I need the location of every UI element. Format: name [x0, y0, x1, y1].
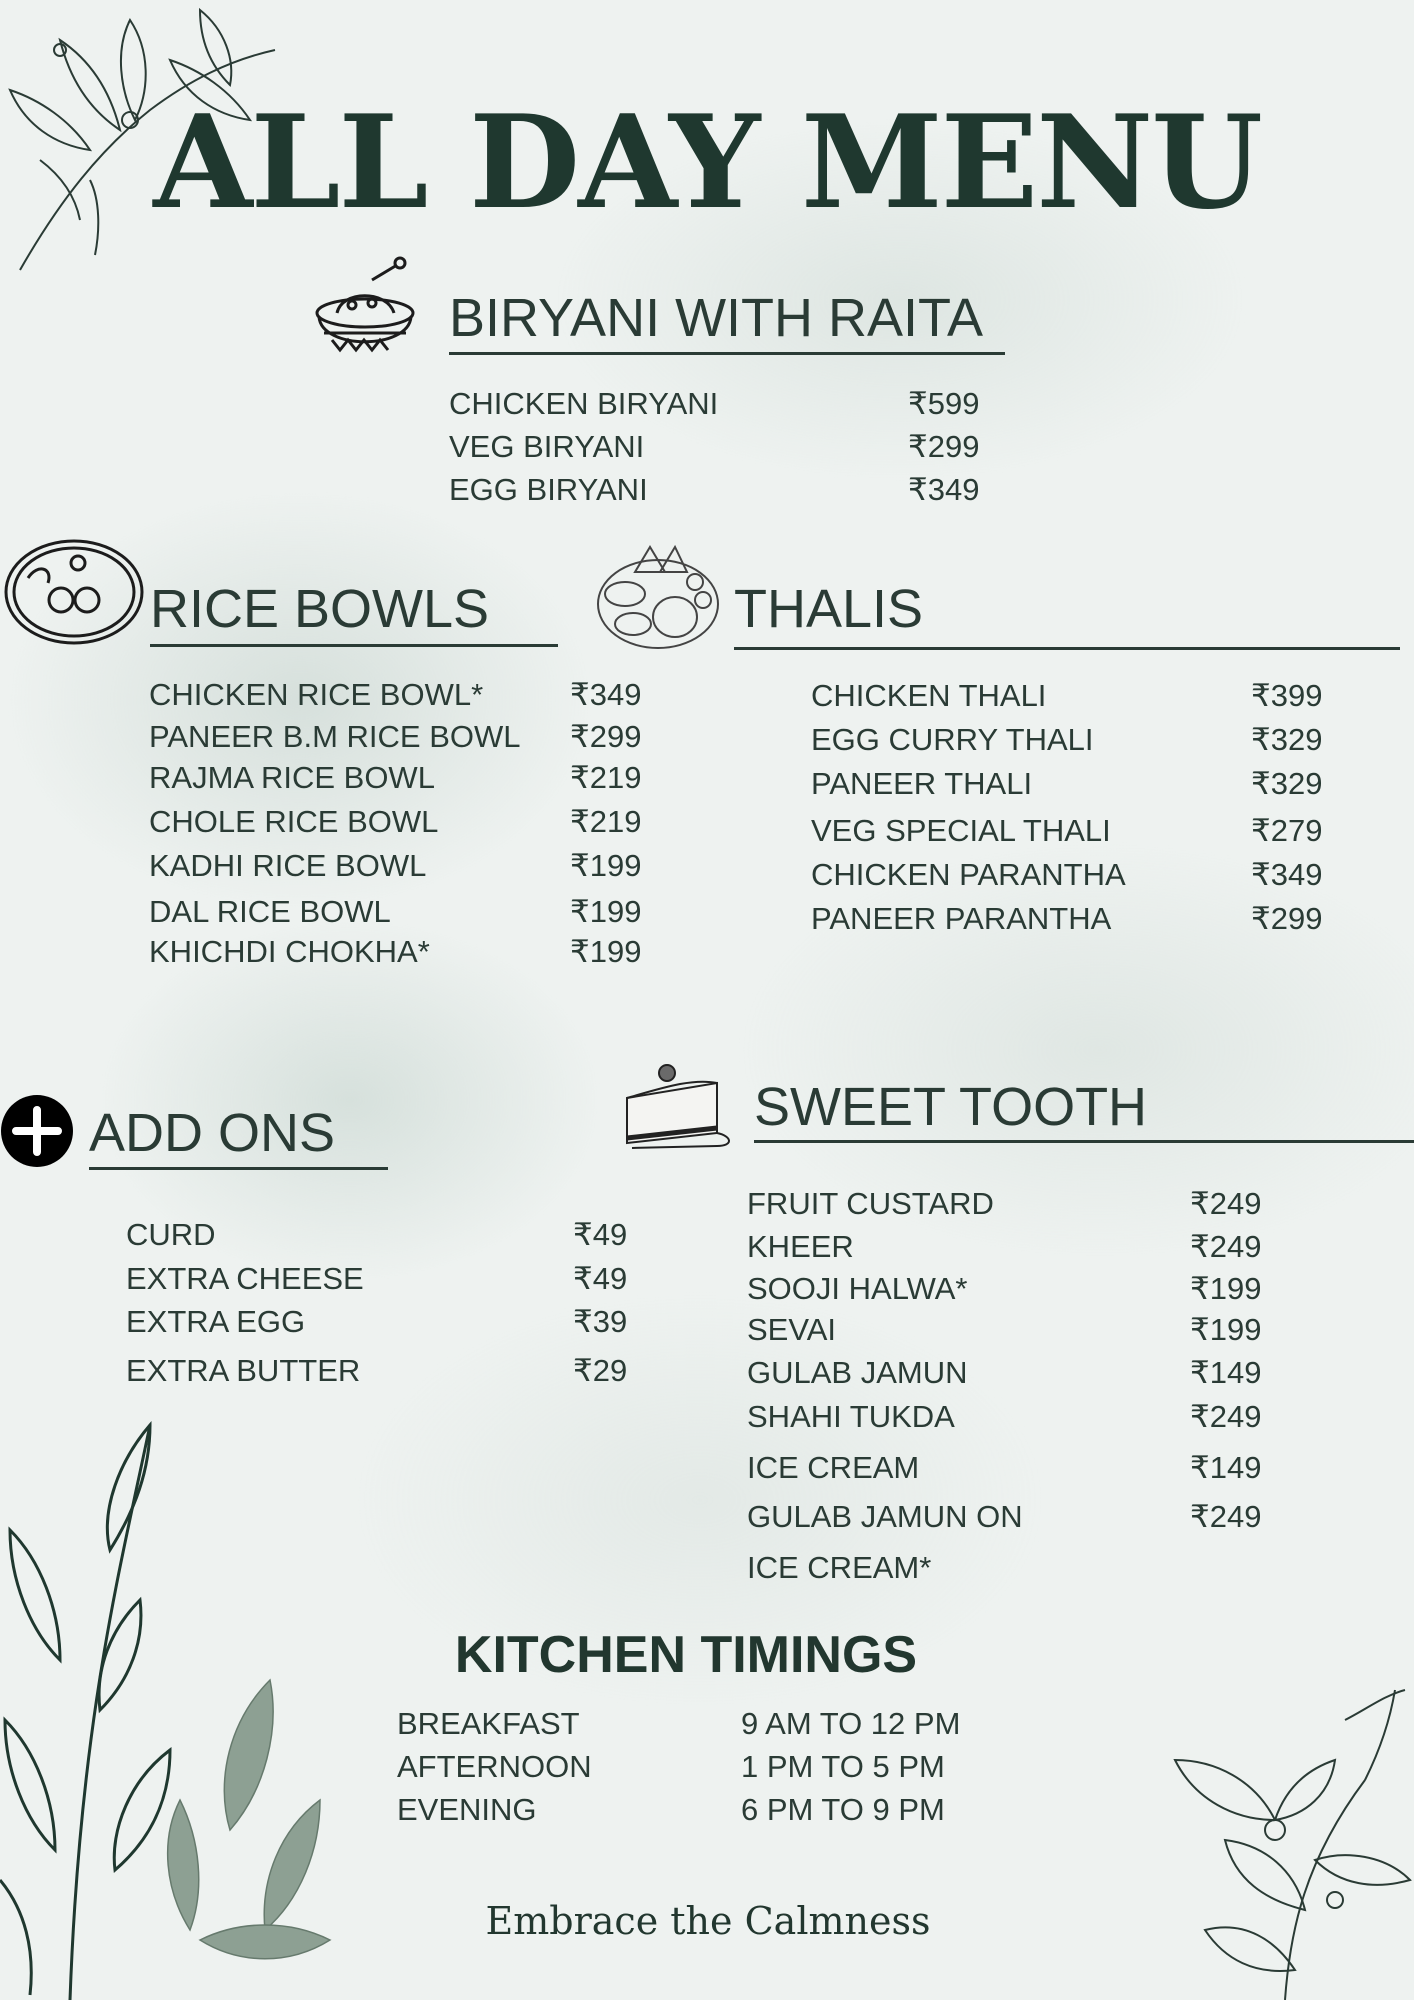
menu-item-name: KHEER	[747, 1229, 854, 1264]
menu-item-price: ₹149	[1190, 1355, 1262, 1390]
section-divider	[150, 644, 558, 647]
menu-item-name: EGG CURRY THALI	[811, 722, 1094, 757]
menu-item-name: CHICKEN BIRYANI	[449, 386, 719, 421]
menu-item-price: ₹249	[1190, 1186, 1262, 1221]
menu-item-price: ₹249	[1190, 1229, 1262, 1264]
timing-label: AFTERNOON	[397, 1749, 592, 1784]
menu-item-name: FRUIT CUSTARD	[747, 1186, 994, 1221]
menu-item-name: PANEER PARANTHA	[811, 901, 1112, 936]
menu-item-price: ₹399	[1251, 678, 1323, 713]
leaves-bottom-left-icon	[0, 1420, 332, 2000]
menu-item-price: ₹329	[1251, 722, 1323, 757]
menu-item-price: ₹199	[570, 934, 642, 969]
menu-item-name: PANEER B.M RICE BOWL	[149, 719, 521, 754]
menu-item-name: EXTRA BUTTER	[126, 1353, 361, 1388]
menu-item-price: ₹299	[570, 719, 642, 754]
menu-item-price: ₹249	[1190, 1499, 1262, 1534]
menu-item-price: ₹199	[570, 848, 642, 883]
rice-bowl-icon	[4, 539, 144, 645]
menu-item-price: ₹349	[908, 472, 980, 507]
section-divider	[754, 1140, 1414, 1143]
menu-item-name: PANEER THALI	[811, 766, 1033, 801]
menu-item-name: EXTRA EGG	[126, 1304, 306, 1339]
section-heading-thalis: THALIS	[734, 579, 924, 639]
menu-item-name: SEVAI	[747, 1312, 837, 1347]
section-divider	[449, 352, 1005, 355]
menu-item-name: EXTRA CHEESE	[126, 1261, 364, 1296]
plus-circle-icon	[1, 1095, 73, 1167]
menu-item-price: ₹279	[1251, 813, 1323, 848]
menu-item-price: ₹219	[570, 804, 642, 839]
section-divider	[89, 1167, 388, 1170]
menu-item-name: SHAHI TUKDA	[747, 1399, 955, 1434]
menu-item-name: RAJMA RICE BOWL	[149, 760, 435, 795]
kitchen-timings-heading: KITCHEN TIMINGS	[454, 1626, 918, 1684]
menu-item-name: VEG SPECIAL THALI	[811, 813, 1111, 848]
menu-item-price: ₹29	[573, 1353, 628, 1388]
menu-item-price: ₹249	[1190, 1399, 1262, 1434]
menu-item-name: EGG BIRYANI	[449, 472, 648, 507]
timing-hours: 6 PM TO 9 PM	[741, 1792, 945, 1827]
menu-item-price: ₹299	[908, 429, 980, 464]
section-heading-add-ons: ADD ONS	[89, 1103, 336, 1163]
cake-slice-icon	[626, 1064, 730, 1149]
floral-top-left-icon	[8, 7, 276, 271]
menu-item-name: CHICKEN PARANTHA	[811, 857, 1126, 892]
menu-item-price: ₹49	[573, 1217, 628, 1252]
biryani-pot-icon	[315, 256, 415, 353]
timing-label: BREAKFAST	[397, 1706, 580, 1741]
menu-title: ALL DAY MENU	[153, 88, 1263, 238]
menu-item-price: ₹49	[573, 1261, 628, 1296]
menu-item-name: ICE CREAM	[747, 1450, 920, 1485]
menu-item-name: KHICHDI CHOKHA*	[149, 934, 430, 969]
menu-item-name: KADHI RICE BOWL	[149, 848, 427, 883]
menu-item-name: SOOJI HALWA*	[747, 1271, 968, 1306]
menu-item-name: ICE CREAM*	[747, 1550, 932, 1585]
timing-hours: 1 PM TO 5 PM	[741, 1749, 945, 1784]
menu-item-price: ₹599	[908, 386, 980, 421]
menu-item-name: CURD	[126, 1217, 216, 1252]
menu-item-name: GULAB JAMUN	[747, 1355, 968, 1390]
menu-item-price: ₹149	[1190, 1450, 1262, 1485]
menu-item-price: ₹299	[1251, 901, 1323, 936]
menu-item-name: CHOLE RICE BOWL	[149, 804, 439, 839]
menu-item-price: ₹349	[570, 677, 642, 712]
thali-platter-icon	[597, 544, 719, 649]
menu-item-price: ₹199	[1190, 1312, 1262, 1347]
menu-item-price: ₹349	[1251, 857, 1323, 892]
menu-item-price: ₹219	[570, 760, 642, 795]
menu-item-name: DAL RICE BOWL	[149, 894, 391, 929]
timing-hours: 9 AM TO 12 PM	[741, 1706, 961, 1741]
menu-item-name: VEG BIRYANI	[449, 429, 645, 464]
section-divider	[734, 647, 1400, 650]
section-heading-rice-bowls: RICE BOWLS	[150, 579, 490, 639]
menu-item-name: GULAB JAMUN ON	[747, 1499, 1023, 1534]
menu-item-name: CHICKEN RICE BOWL*	[149, 677, 484, 712]
section-heading-sweet-tooth: SWEET TOOTH	[754, 1077, 1148, 1137]
menu-item-price: ₹329	[1251, 766, 1323, 801]
menu-item-name: CHICKEN THALI	[811, 678, 1047, 713]
menu-item-price: ₹199	[1190, 1271, 1262, 1306]
floral-bottom-right-icon	[1173, 1689, 1412, 2000]
timing-label: EVENING	[397, 1792, 537, 1827]
menu-item-price: ₹39	[573, 1304, 628, 1339]
menu-item-price: ₹199	[570, 894, 642, 929]
section-heading-biryani: BIRYANI WITH RAITA	[449, 288, 984, 348]
footer-tagline: Embrace the Calmness	[485, 1899, 931, 1943]
